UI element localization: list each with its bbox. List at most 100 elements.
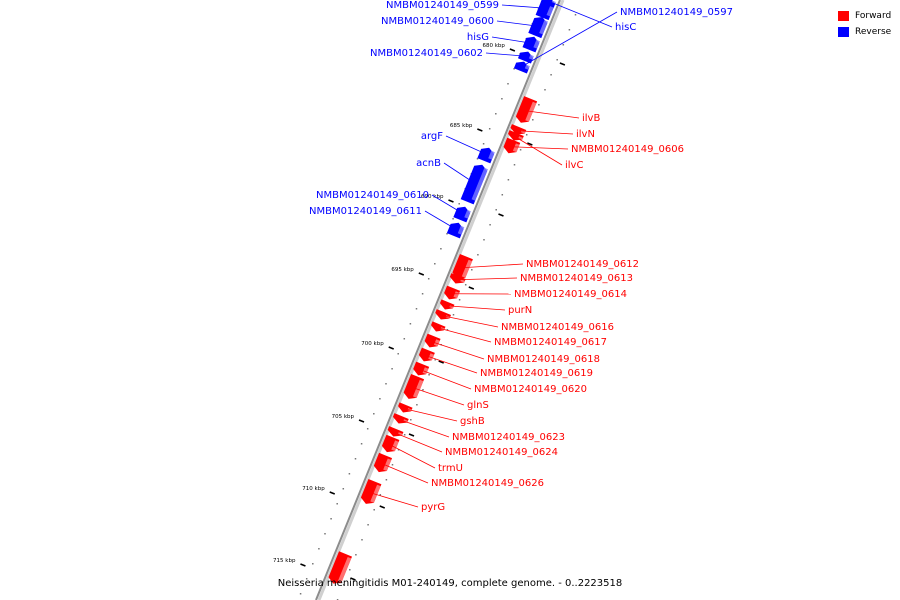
- gene-label-group-nmbm01240149-0623[interactable]: NMBM01240149_0623: [399, 419, 565, 443]
- legend-label-reverse: Reverse: [855, 27, 892, 37]
- gene-feature-nmbm01240149-0614[interactable]: [443, 285, 461, 302]
- gene-label-group-gshb[interactable]: gshB: [404, 408, 485, 427]
- gene-label-group-glns[interactable]: glnS: [412, 387, 489, 411]
- gene-label-group-nmbm01240149-0610[interactable]: NMBM01240149_0610: [316, 190, 463, 214]
- minor-dot: [483, 239, 485, 241]
- minor-dot: [336, 503, 338, 505]
- minor-dot: [507, 179, 510, 181]
- gene-feature-glns[interactable]: [402, 374, 425, 402]
- gene-label-group-nmbm01240149-0618[interactable]: NMBM01240149_0618: [431, 341, 600, 365]
- minor-dot: [421, 293, 424, 295]
- gene-label-group-nmbm01240149-0600[interactable]: NMBM01240149_0600: [381, 16, 539, 27]
- scale-tick-680-kbp: 680 kbp: [482, 43, 566, 66]
- minor-dot: [489, 224, 491, 226]
- minor-dot: [410, 419, 412, 421]
- gene-label-group-nmbm01240149-0626[interactable]: NMBM01240149_0626: [382, 463, 544, 489]
- gene-label: NMBM01240149_0597: [620, 7, 733, 18]
- scale-tick-715-kbp: 715 kbp: [273, 558, 356, 581]
- tick-label: 715 kbp: [273, 558, 296, 564]
- gene-arrow-highlight: [457, 225, 465, 235]
- gene-arrow-highlight: [464, 209, 471, 219]
- gene-feature-nmbm01240149-0600[interactable]: [528, 14, 549, 39]
- scale-tick-705-kbp: 705 kbp: [332, 414, 415, 437]
- gene-label-group-hisc[interactable]: hisC: [548, 0, 637, 33]
- gene-label-group-nmbm01240149-0611[interactable]: NMBM01240149_0611: [309, 206, 457, 230]
- gene-label-group-ilvb[interactable]: ilvB: [525, 110, 601, 124]
- gene-connector: [445, 135, 487, 155]
- gene-feature-unlabelled-forward[interactable]: [327, 551, 353, 586]
- gene-arrow-highlight: [460, 279, 465, 283]
- gene-label: NMBM01240149_0616: [501, 322, 614, 333]
- gene-features: [327, 0, 557, 586]
- gene-feature-hisg[interactable]: [522, 34, 541, 53]
- gene-connector: [496, 20, 539, 27]
- tick-mark-right: [559, 62, 566, 66]
- gene-arrow-highlight: [428, 353, 435, 361]
- gene-label-group-nmbm01240149-0597[interactable]: NMBM01240149_0597: [522, 7, 733, 67]
- minor-dot: [409, 323, 412, 325]
- gene-arrow-highlight: [433, 339, 440, 347]
- gene-label-group-nmbm01240149-0613[interactable]: NMBM01240149_0613: [457, 273, 633, 284]
- gene-label-group-nmbm01240149-0606[interactable]: NMBM01240149_0606: [511, 144, 684, 155]
- gene-arrow-highlight: [413, 379, 424, 398]
- minor-dot: [391, 368, 393, 370]
- gene-label-group-ilvn[interactable]: ilvN: [517, 129, 595, 140]
- backbone-line: [315, 0, 561, 600]
- tick-mark-left: [418, 272, 425, 276]
- tick-mark-right: [379, 505, 386, 509]
- gene-feature-nmbm01240149-0626[interactable]: [372, 452, 393, 475]
- gene-label-group-nmbm01240149-0599[interactable]: NMBM01240149_0599: [386, 0, 546, 11]
- gene-label-group-acnb[interactable]: acnB: [416, 158, 475, 184]
- gene-feature-acnb[interactable]: [460, 162, 489, 205]
- gene-label: pyrG: [421, 502, 445, 513]
- gene-label-group-nmbm01240149-0616[interactable]: NMBM01240149_0616: [442, 315, 614, 333]
- minor-dot: [544, 89, 546, 91]
- gene-feature-hisc[interactable]: [540, 0, 557, 8]
- gene-label-group-nmbm01240149-0612[interactable]: NMBM01240149_0612: [461, 259, 639, 270]
- minor-dot: [568, 29, 571, 31]
- gene-connector: [457, 277, 518, 281]
- minor-dot: [422, 389, 424, 391]
- gene-label-group-ilvc[interactable]: ilvC: [514, 136, 583, 171]
- backbone-shadow: [317, 0, 565, 600]
- gene-label-group-hisg[interactable]: hisG: [467, 32, 532, 44]
- minor-dot: [434, 359, 436, 361]
- gene-label: NMBM01240149_0617: [494, 337, 607, 348]
- gene-connector: [404, 408, 458, 422]
- gene-label-group-nmbm01240149-0614[interactable]: NMBM01240149_0614: [451, 289, 627, 300]
- minor-dot: [312, 563, 314, 565]
- gene-feature-nmbm01240149-0606[interactable]: [502, 137, 521, 156]
- gene-label-group-trmu[interactable]: trmU: [389, 444, 463, 474]
- gene-arrow-highlight: [461, 259, 473, 278]
- gene-label-group-nmbm01240149-0620[interactable]: NMBM01240149_0620: [420, 369, 587, 395]
- gene-label-group-nmbm01240149-0617[interactable]: NMBM01240149_0617: [437, 327, 607, 348]
- gene-feature-nmbm01240149-0619[interactable]: [417, 347, 435, 364]
- gene-label-group-nmbm01240149-0602[interactable]: NMBM01240149_0602: [370, 48, 527, 59]
- legend-item-reverse: Reverse: [838, 24, 891, 40]
- gene-feature-nmbm01240149-0624[interactable]: [386, 426, 404, 439]
- minor-dot: [519, 149, 522, 151]
- gene-feature-nmbm01240149-0618[interactable]: [423, 333, 441, 350]
- minor-dot: [385, 479, 388, 481]
- minor-dot: [452, 218, 454, 220]
- gene-connector: [522, 11, 618, 67]
- gene-feature-pyrg[interactable]: [359, 479, 382, 507]
- minor-tick-dots: [299, 8, 577, 600]
- minor-dot: [458, 203, 460, 205]
- gene-label-group-purn[interactable]: purN: [446, 305, 532, 316]
- gene-connector: [431, 194, 463, 214]
- gene-label: ilvC: [565, 160, 583, 171]
- gene-label: trmU: [438, 463, 463, 474]
- gene-label-group-nmbm01240149-0624[interactable]: NMBM01240149_0624: [394, 432, 558, 458]
- gene-connector: [412, 387, 465, 406]
- gene-label-group-argf[interactable]: argF: [421, 131, 487, 155]
- gene-feature-nmbm01240149-0602[interactable]: [517, 49, 535, 64]
- gene-feature-nmbm01240149-0613[interactable]: [448, 273, 466, 286]
- gene-feature-nmbm01240149-0612[interactable]: [451, 254, 473, 282]
- genome-caption: Neisseria meningitidis M01-240149, compl…: [277, 578, 623, 589]
- gene-arrow-highlight: [391, 440, 399, 452]
- gene-feature-ilvc[interactable]: [507, 130, 524, 143]
- gene-label-group-nmbm01240149-0619[interactable]: NMBM01240149_0619: [425, 355, 593, 379]
- gene-label-group-pyrg[interactable]: pyrG: [370, 492, 445, 513]
- gene-label: gshB: [460, 416, 485, 427]
